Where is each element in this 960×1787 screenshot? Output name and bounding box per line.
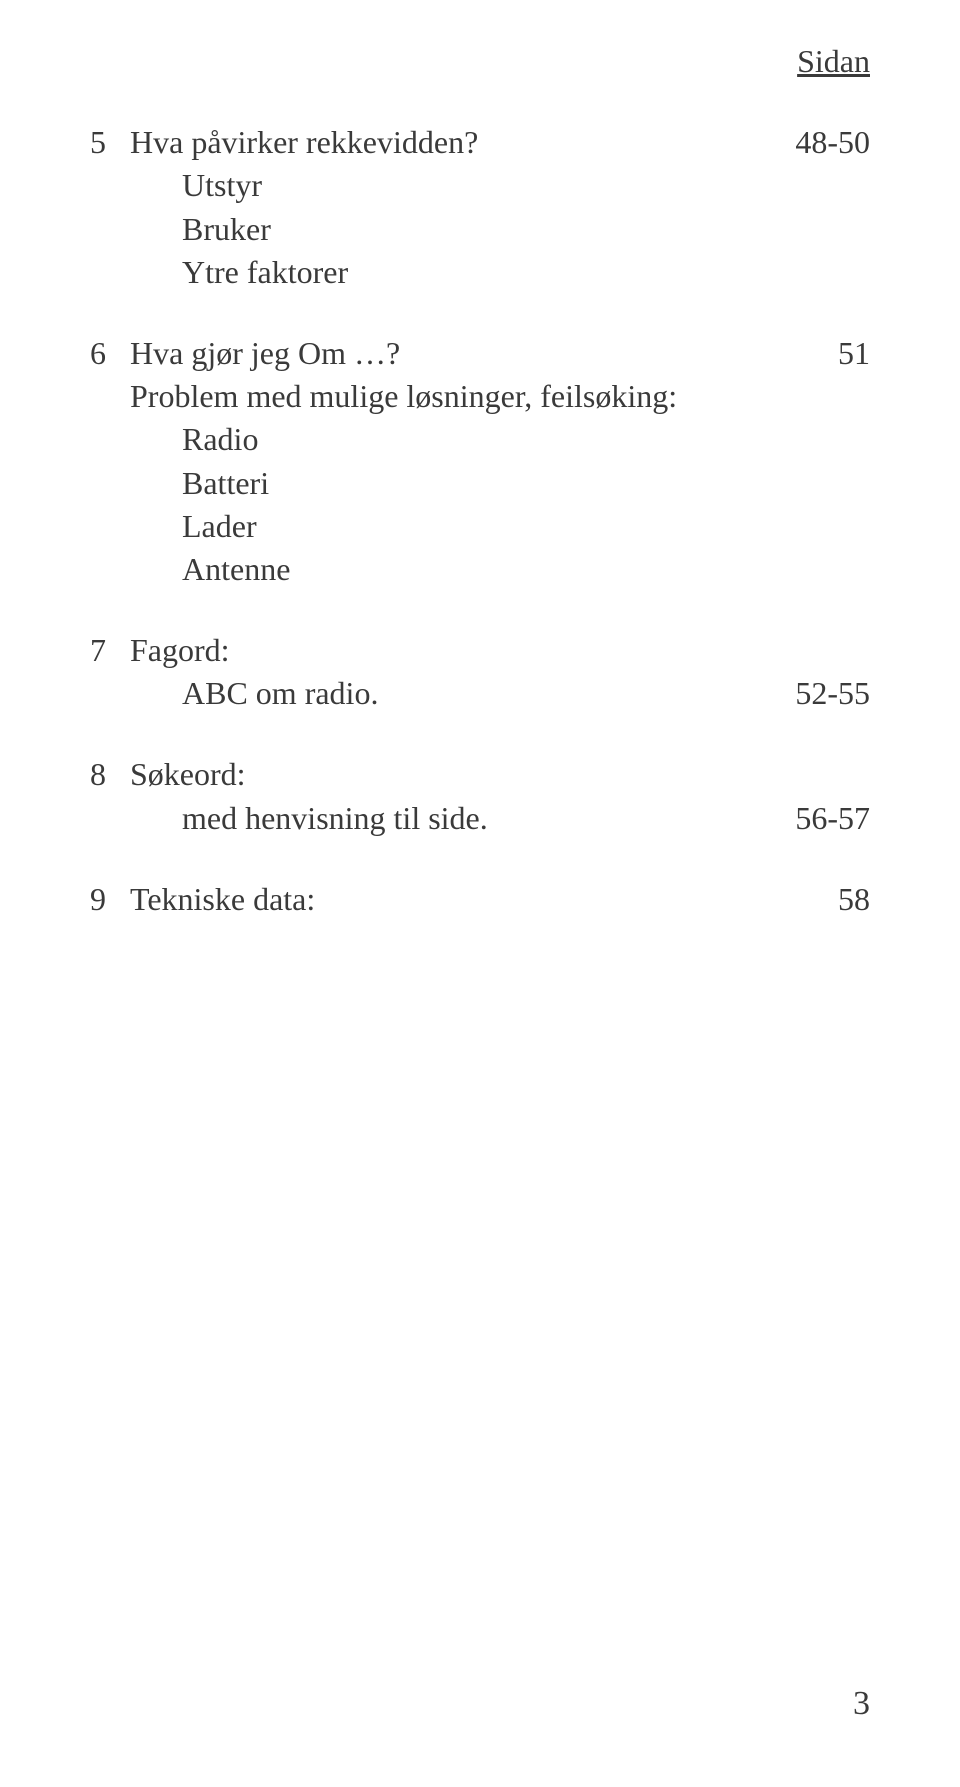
header-row: Sidan (90, 40, 870, 83)
entry-sub: med henvisning til side. (130, 797, 488, 840)
entry-page: 56-57 (779, 797, 870, 840)
entry-top: Hva gjør jeg Om …? 51 (130, 332, 870, 375)
toc-entry: 7 Fagord: ABC om radio. 52-55 (90, 629, 870, 715)
entry-top: Søkeord: (130, 753, 870, 796)
entry-sub: Bruker (130, 208, 870, 251)
entry-body: Søkeord: med henvisning til side. 56-57 (130, 753, 870, 839)
page-number: 3 (853, 1681, 870, 1727)
entry-row: med henvisning til side. 56-57 (130, 797, 870, 840)
entry-sub: Antenne (130, 548, 870, 591)
entry-sub: Ytre faktorer (130, 251, 870, 294)
entry-page: 58 (822, 878, 870, 921)
entry-sub: ABC om radio. (130, 672, 378, 715)
entry-row: ABC om radio. 52-55 (130, 672, 870, 715)
entry-page: 51 (822, 332, 870, 375)
entry-top: Hva påvirker rekkevidden? 48-50 (130, 121, 870, 164)
entry-title: Tekniske data: (130, 878, 315, 921)
entry-sub: Batteri (130, 462, 870, 505)
entry-page: 48-50 (779, 121, 870, 164)
entry-title: Fagord: (130, 629, 230, 672)
entry-title: Søkeord: (130, 753, 246, 796)
entry-body: Hva gjør jeg Om …? 51 Problem med mulige… (130, 332, 870, 591)
header-label: Sidan (797, 40, 870, 83)
entry-sub: Radio (130, 418, 870, 461)
entry-page: 52-55 (779, 672, 870, 715)
toc-entry: 8 Søkeord: med henvisning til side. 56-5… (90, 753, 870, 839)
entry-top: Tekniske data: 58 (130, 878, 870, 921)
entry-number: 5 (90, 121, 130, 164)
entry-body: Tekniske data: 58 (130, 878, 870, 921)
document-page: Sidan 5 Hva påvirker rekkevidden? 48-50 … (0, 0, 960, 1787)
toc-entry: 9 Tekniske data: 58 (90, 878, 870, 921)
entry-sub: Lader (130, 505, 870, 548)
entry-subtitle: Problem med mulige løsninger, feilsøking… (130, 375, 870, 418)
entry-title: Hva gjør jeg Om …? (130, 332, 400, 375)
toc-entry: 5 Hva påvirker rekkevidden? 48-50 Utstyr… (90, 121, 870, 294)
entry-sub: Utstyr (130, 164, 870, 207)
toc-entry: 6 Hva gjør jeg Om …? 51 Problem med muli… (90, 332, 870, 591)
entry-number: 9 (90, 878, 130, 921)
entry-title: Hva påvirker rekkevidden? (130, 121, 478, 164)
entry-number: 7 (90, 629, 130, 672)
entry-number: 6 (90, 332, 130, 375)
entry-body: Fagord: ABC om radio. 52-55 (130, 629, 870, 715)
entry-number: 8 (90, 753, 130, 796)
entry-body: Hva påvirker rekkevidden? 48-50 Utstyr B… (130, 121, 870, 294)
entry-top: Fagord: (130, 629, 870, 672)
